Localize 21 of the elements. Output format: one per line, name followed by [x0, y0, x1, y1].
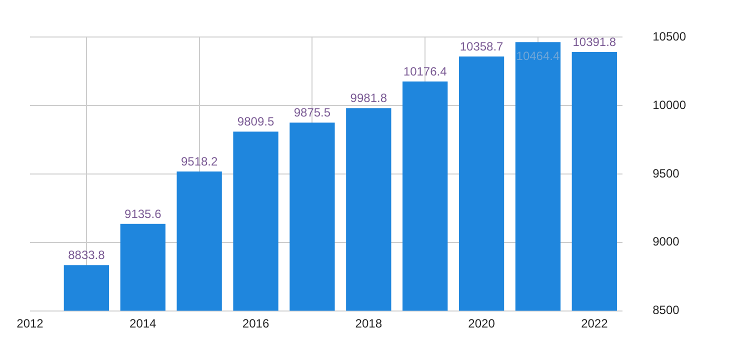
x-tick-label: 2012 [16, 316, 44, 330]
y-tick-label: 8500 [652, 303, 680, 318]
x-tick-label: 2016 [242, 316, 270, 330]
x-tick-label: 2020 [468, 316, 496, 330]
data-label: 9135.6 [124, 206, 162, 221]
y-tick-label: 9500 [652, 166, 680, 180]
data-label: 9875.5 [294, 106, 331, 120]
y-tick-label: 10500 [652, 30, 686, 44]
data-label: 9518.2 [180, 154, 218, 169]
x-tick-label: 2022 [581, 316, 608, 330]
data-label: 10358.7 [460, 40, 504, 54]
x-tick-label: 2018 [355, 316, 382, 330]
data-label: 10464.4 [516, 49, 560, 64]
y-tick-label: 10000 [652, 98, 686, 112]
y-tick-label: 9000 [652, 234, 680, 249]
x-tick-label: 2014 [130, 316, 157, 330]
data-label: 10391.8 [572, 35, 616, 49]
data-label: 10176.4 [403, 64, 448, 78]
data-label: 8833.8 [68, 248, 106, 262]
data-label: 9809.5 [237, 114, 274, 129]
data-label: 9981.8 [350, 91, 388, 106]
